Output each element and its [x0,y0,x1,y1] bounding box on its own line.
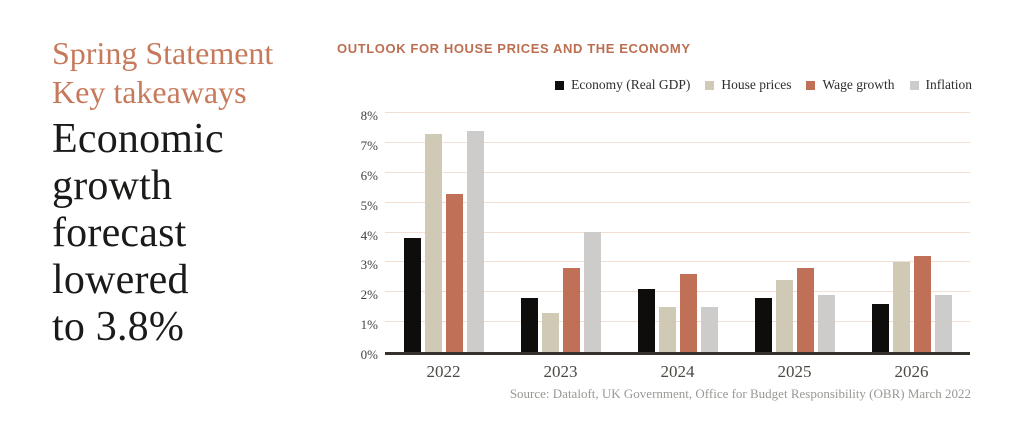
y-axis-labels: 0% 1% 2% 3% 4% 5% 6% 7% 8% [318,108,378,362]
gridline-2 [385,291,970,293]
kicker-line: Spring Statement [52,35,274,71]
bar-economy-real-gdp-2026 [871,304,889,352]
gridline-8 [385,112,970,113]
bar-wage-growth-2024 [679,274,697,352]
legend-item-wage-growth: Wage growth [806,77,895,93]
bar-economy-real-gdp-2024 [637,289,655,352]
gridline-7 [385,141,970,143]
bars: 2022 2023 2024 2025 2026 [385,113,970,381]
bar-house-prices-2024 [658,307,676,352]
headline-line: growth [52,163,173,209]
legend-label: House prices [721,77,792,92]
x-tick-2024: 2024 [660,362,695,381]
bar-inflation-2024 [700,307,718,352]
bar-wage-growth-2023 [562,268,580,352]
bar-group-2023: 2023 [502,113,619,381]
chart-title: OUTLOOK FOR HOUSE PRICES AND THE ECONOMY [337,41,691,56]
y-tick-6: 6% [360,167,378,183]
kicker: Spring Statement Key takeaways [52,34,332,112]
bar-house-prices-2022 [424,134,442,352]
headline-line: lowered [52,257,189,303]
bar-group-2022: 2022 [385,113,502,381]
legend-label: Wage growth [822,77,895,92]
y-tick-4: 4% [360,227,378,243]
source-note: Source: Dataloft, UK Government, Office … [509,386,971,401]
bar-group-2024: 2024 [619,113,736,381]
y-tick-2: 2% [360,287,378,303]
legend-label: Economy (Real GDP) [571,77,691,92]
bar-house-prices-2023 [541,313,559,352]
bar-house-prices-2025 [775,280,793,352]
plot-area: 2022 2023 2024 2025 2026 [385,112,970,381]
x-tick-2023: 2023 [543,362,578,381]
legend-swatch-economy-real-gdp [555,80,565,90]
bar-economy-real-gdp-2025 [754,298,772,352]
bar-group-2026: 2026 [853,113,970,381]
bar-wage-growth-2026 [913,256,931,352]
legend-swatch-house-prices [705,80,715,90]
headline: Economic growth forecast lowered to 3.8% [52,116,332,351]
gridline-6 [385,171,970,173]
legend-swatch-inflation [909,80,919,90]
legend-item-economy-real-gdp: Economy (Real GDP) [555,77,690,93]
headline-line: forecast [52,210,187,256]
y-tick-3: 3% [360,257,378,273]
bar-inflation-2026 [934,295,952,352]
bar-economy-real-gdp-2022 [403,238,421,352]
y-tick-8: 8% [360,108,378,123]
legend-swatch-wage-growth [806,80,816,90]
bar-inflation-2025 [817,295,835,352]
bar-wage-growth-2025 [796,268,814,352]
gridline-1 [385,321,970,323]
bar-wage-growth-2022 [445,194,463,352]
bar-inflation-2023 [583,232,601,352]
gridline-3 [385,261,970,263]
gridline-4 [385,231,970,233]
x-tick-2022: 2022 [426,362,461,381]
left-panel: Spring Statement Key takeaways Economic … [52,34,332,351]
headline-line: Economic [52,116,224,162]
bar-economy-real-gdp-2023 [520,298,538,352]
bar-house-prices-2026 [892,262,910,352]
gridline-5 [385,201,970,203]
kicker-line: Key takeaways [52,74,247,110]
y-tick-1: 1% [360,317,378,333]
bar-inflation-2022 [466,131,484,352]
legend-label: Inflation [925,77,973,92]
headline-line: to 3.8% [52,304,185,350]
y-tick-0: 0% [360,347,378,362]
legend-item-house-prices: House prices [705,77,791,93]
chart-legend: Economy (Real GDP) House prices Wage growt… [555,77,972,93]
legend-item-inflation: Inflation [909,77,973,93]
y-tick-5: 5% [360,197,378,213]
y-tick-7: 7% [360,137,378,153]
x-tick-2025: 2025 [777,362,812,381]
bar-group-2025: 2025 [736,113,853,381]
x-tick-2026: 2026 [894,362,929,381]
